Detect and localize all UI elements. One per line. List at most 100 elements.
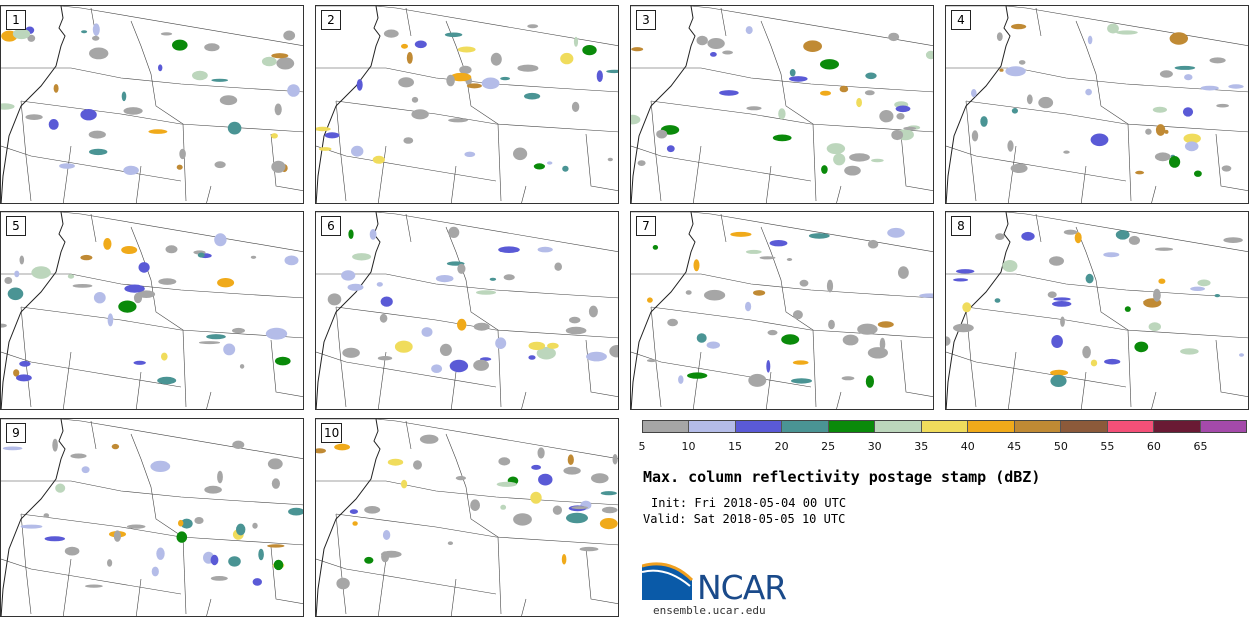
reflectivity-echo xyxy=(1085,273,1094,284)
reflectivity-echo xyxy=(81,466,90,474)
state-boundary xyxy=(1,419,303,459)
colorbar-tick-label: 15 xyxy=(728,440,743,453)
state-boundary xyxy=(497,536,502,615)
colorbar-cell-8 xyxy=(968,421,1015,432)
reflectivity-echo xyxy=(265,327,288,340)
state-boundary xyxy=(335,100,618,133)
reflectivity-echo xyxy=(439,343,452,356)
reflectivity-echo xyxy=(759,256,776,260)
colorbar-cell-9 xyxy=(1014,421,1062,432)
state-boundary xyxy=(270,133,303,191)
state-boundary xyxy=(946,67,1248,93)
state-boundary xyxy=(631,273,933,299)
reflectivity-echo xyxy=(503,274,515,281)
reflectivity-echo xyxy=(413,460,422,470)
reflectivity-echo xyxy=(687,372,708,379)
reflectivity-echo xyxy=(232,440,245,449)
reflectivity-echo xyxy=(1194,170,1202,177)
reflectivity-echo xyxy=(704,289,726,301)
reflectivity-echo xyxy=(1154,152,1171,162)
reflectivity-echo xyxy=(1082,345,1091,359)
reflectivity-echo xyxy=(211,78,228,82)
reflectivity-echo xyxy=(552,505,562,515)
reflectivity-echo xyxy=(778,108,786,120)
reflectivity-echo xyxy=(1063,229,1078,235)
reflectivity-echo xyxy=(283,30,296,41)
reflectivity-echo xyxy=(693,259,700,272)
reflectivity-echo xyxy=(1221,165,1232,172)
panel-number-label: 10 xyxy=(321,423,343,443)
panel-number-label: 7 xyxy=(636,216,656,236)
reflectivity-echo xyxy=(844,165,861,176)
reflectivity-echo xyxy=(239,364,245,369)
reflectivity-echo xyxy=(789,76,808,82)
reflectivity-echo xyxy=(271,478,280,489)
reflectivity-echo xyxy=(571,506,588,510)
reflectivity-echo xyxy=(994,298,1001,303)
reflectivity-echo xyxy=(821,165,828,174)
reflectivity-echo xyxy=(59,163,75,169)
reflectivity-echo xyxy=(457,46,476,53)
reflectivity-echo xyxy=(1164,129,1169,134)
state-boundary xyxy=(965,306,1248,339)
reflectivity-echo xyxy=(498,457,511,466)
reflectivity-echo xyxy=(666,145,675,153)
reflectivity-echo xyxy=(44,536,65,542)
reflectivity-echo xyxy=(953,278,969,282)
reflectivity-echo xyxy=(275,356,291,366)
state-boundary xyxy=(405,7,412,37)
reflectivity-echo xyxy=(464,151,476,157)
state-boundary xyxy=(316,558,497,595)
reflectivity-echo xyxy=(1155,124,1166,136)
reflectivity-echo xyxy=(820,59,839,70)
state-boundary xyxy=(812,329,817,408)
reflectivity-echo xyxy=(566,512,588,524)
reflectivity-echo xyxy=(271,53,289,59)
reflectivity-echo xyxy=(158,64,163,72)
reflectivity-echo xyxy=(1116,30,1138,35)
reflectivity-echo xyxy=(369,229,377,240)
reflectivity-echo xyxy=(561,554,567,565)
figure-title: Max. column reflectivity postage stamp (… xyxy=(643,468,1041,486)
reflectivity-echo xyxy=(1005,66,1026,77)
colorbar-tick-label: 25 xyxy=(821,440,836,453)
reflectivity-echo xyxy=(214,161,226,169)
state-boundary-map xyxy=(1,212,303,409)
reflectivity-echo xyxy=(31,266,51,279)
state-boundary xyxy=(650,306,662,408)
reflectivity-echo xyxy=(1174,65,1196,70)
reflectivity-echo xyxy=(1026,94,1033,105)
reflectivity-echo xyxy=(19,360,31,367)
reflectivity-echo xyxy=(1124,306,1131,312)
reflectivity-echo xyxy=(547,161,553,165)
reflectivity-echo xyxy=(707,38,725,49)
reflectivity-echo xyxy=(476,290,496,295)
reflectivity-echo xyxy=(223,343,236,356)
reflectivity-echo xyxy=(133,360,146,365)
colorbar-tick-label: 50 xyxy=(1053,440,1068,453)
colorbar-cell-7 xyxy=(921,421,969,432)
reflectivity-echo xyxy=(867,239,879,249)
reflectivity-echo xyxy=(1152,106,1167,113)
state-boundary xyxy=(206,391,212,409)
reflectivity-echo xyxy=(123,165,139,175)
reflectivity-echo xyxy=(236,523,246,536)
reflectivity-echo xyxy=(447,541,453,545)
reflectivity-echo xyxy=(267,458,283,470)
reflectivity-echo xyxy=(1216,103,1229,108)
reflectivity-echo xyxy=(1169,156,1181,168)
panel-number-label: 9 xyxy=(6,423,26,443)
reflectivity-echo xyxy=(1090,359,1098,367)
reflectivity-echo xyxy=(150,460,171,472)
state-boundary xyxy=(720,213,727,243)
reflectivity-echo xyxy=(316,126,331,132)
state-boundary xyxy=(316,351,497,388)
state-boundary xyxy=(316,6,618,46)
reflectivity-echo xyxy=(588,305,598,318)
reflectivity-echo xyxy=(746,106,762,111)
state-boundary xyxy=(335,513,347,615)
reflectivity-echo xyxy=(435,275,454,283)
reflectivity-echo xyxy=(1190,286,1205,291)
reflectivity-echo xyxy=(55,483,66,493)
reflectivity-echo xyxy=(871,158,884,163)
